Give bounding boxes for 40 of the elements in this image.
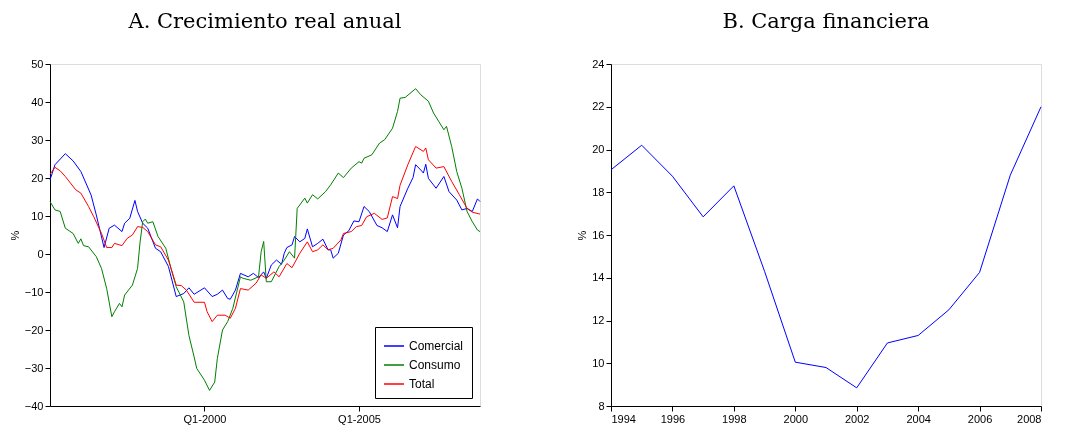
y-tick-label: −10 [24,285,44,298]
y-tick-label: 30 [31,133,44,146]
y-tick-label: 18 [592,185,605,198]
x-tick-label: 2004 [906,412,931,425]
x-tick-label: 2002 [844,412,870,425]
y-tick-label: −40 [24,399,44,412]
y-tick-label: 0 [37,247,44,260]
legend-label: Total [409,377,435,391]
y-tick-label: 22 [592,100,605,113]
x-tick-label: 2008 [1017,412,1042,425]
x-tick-label: Q1-2005 [338,412,381,425]
chart-title: A. Crecimiento real anual [127,9,402,33]
y-tick-label: 10 [592,356,605,369]
y-tick-label: −30 [24,361,44,374]
y-tick-label: 20 [31,171,44,184]
y-tick-label: 10 [31,209,44,222]
y-tick-label: 16 [592,228,605,241]
line-series [49,145,481,323]
y-tick-label: 24 [592,57,605,70]
x-tick-label: Q1-2000 [183,412,227,425]
y-tick-label: 40 [31,95,44,108]
y-tick-label: 20 [592,143,605,155]
x-tick-label: 2006 [967,412,993,425]
x-tick-label: 1994 [611,412,636,425]
line-series [49,88,481,391]
y-tick-label: 14 [592,271,605,284]
y-tick-label: −20 [24,323,44,336]
x-tick-label: 1996 [660,412,686,425]
y-tick-label: 50 [31,57,44,70]
legend-label: Comercial [409,339,464,353]
x-tick-label: 2000 [783,412,809,425]
chart-title: B. Carga financiera [722,9,930,33]
y-tick-label: 8 [598,399,605,412]
y-tick-label: 12 [592,314,605,326]
y-axis-title: % [576,230,589,241]
legend-label: Consumo [409,358,461,372]
y-axis-title: % [8,230,21,241]
line-series [610,106,1042,389]
line-series [49,153,481,300]
x-tick-label: 1998 [722,412,747,425]
